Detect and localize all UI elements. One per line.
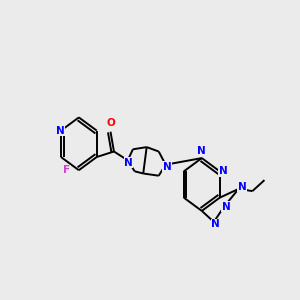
- Text: N: N: [56, 126, 64, 136]
- Text: N: N: [221, 202, 230, 212]
- Text: N: N: [238, 182, 246, 192]
- Text: N: N: [124, 158, 133, 167]
- Text: N: N: [197, 146, 206, 157]
- Text: O: O: [106, 118, 115, 128]
- Text: F: F: [63, 165, 70, 175]
- Text: N: N: [163, 162, 172, 172]
- Text: N: N: [211, 219, 220, 229]
- Text: N: N: [219, 166, 227, 176]
